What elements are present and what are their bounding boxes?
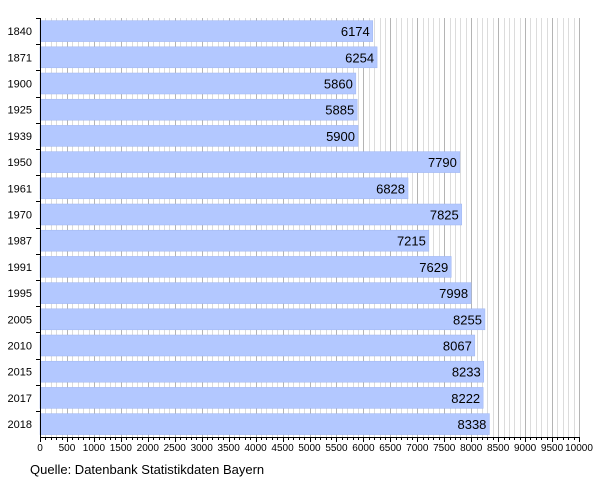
bar-1970 [39, 203, 463, 226]
data-label-1950: 7790 [428, 155, 457, 170]
data-labels: 6174 6254 5860 5885 5900 7790 6828 7825 7215 7629… [324, 24, 486, 432]
x-tick-label: 10000 [565, 443, 593, 454]
bars [39, 20, 490, 435]
x-tick-label: 4500 [271, 443, 294, 454]
bar-2017 [39, 387, 484, 409]
category-label-1987: 1987 [8, 236, 32, 248]
x-tick-label: 1500 [110, 443, 133, 454]
data-label-1925: 5885 [325, 103, 354, 118]
x-tick-label: 6500 [379, 443, 402, 454]
category-label-1939: 1939 [8, 131, 32, 143]
x-tick-label: 500 [59, 443, 76, 454]
data-label-1871: 6254 [345, 50, 374, 65]
data-label-1995: 7998 [439, 286, 468, 301]
x-tick-label: 6000 [352, 443, 375, 454]
category-label-2015: 2015 [8, 367, 32, 379]
category-label-1970: 1970 [8, 210, 32, 222]
data-label-2017: 8222 [451, 391, 480, 406]
category-label-1961: 1961 [8, 183, 32, 195]
x-tick-label: 0 [37, 443, 43, 454]
data-label-2018: 8338 [457, 417, 486, 432]
data-label-1987: 7215 [397, 234, 426, 249]
x-tick-label: 7000 [406, 443, 429, 454]
bar-1991 [39, 256, 452, 278]
bar-1961 [39, 177, 409, 200]
x-tick-label: 2000 [137, 443, 160, 454]
axes [36, 18, 580, 442]
x-tick-label: 3000 [191, 443, 214, 454]
bar-2005 [39, 308, 486, 331]
bar-2010 [39, 334, 476, 357]
data-label-1991: 7629 [419, 260, 448, 275]
tick-labels: 0 500 1000 1500 2000 2500 3000 3500 4000 4500 5000… [37, 443, 593, 454]
category-label-1995: 1995 [8, 288, 32, 300]
bar-1900 [39, 72, 357, 95]
x-tick-label: 4000 [244, 443, 267, 454]
bar-1987 [39, 229, 430, 252]
bar-1939 [39, 125, 359, 147]
bar-1950 [39, 151, 461, 173]
data-label-1970: 7825 [430, 208, 459, 223]
bar-1871 [39, 46, 378, 69]
data-label-2015: 8233 [452, 365, 481, 380]
x-tick-label: 9000 [514, 443, 537, 454]
category-label-2018: 2018 [8, 419, 32, 431]
category-label-1991: 1991 [8, 262, 32, 274]
x-tick-label: 9500 [541, 443, 564, 454]
category-label-1950: 1950 [8, 157, 32, 169]
x-tick-label: 7500 [433, 443, 456, 454]
bar-1925 [39, 98, 358, 121]
x-tick-label: 5000 [298, 443, 321, 454]
category-labels: 1840 1871 1900 1925 1939 1950 1961 1970 1987 1991… [8, 26, 32, 431]
x-tick-label: 2500 [164, 443, 187, 454]
data-label-1939: 5900 [326, 129, 355, 144]
bar-2015 [39, 360, 485, 383]
x-tick-label: 8500 [487, 443, 510, 454]
category-label-2010: 2010 [8, 341, 32, 353]
bar-1995 [39, 282, 472, 304]
category-label-1900: 1900 [8, 79, 32, 91]
source-note: Quelle: Datenbank Statistikdaten Bayern [30, 462, 265, 477]
x-tick-label: 5500 [325, 443, 348, 454]
data-label-2010: 8067 [443, 339, 472, 354]
data-label-1961: 6828 [376, 181, 405, 196]
category-label-1840: 1840 [8, 26, 32, 38]
category-label-2017: 2017 [8, 393, 32, 405]
x-tick-label: 8000 [460, 443, 483, 454]
data-label-1840: 6174 [341, 24, 370, 39]
data-label-2005: 8255 [453, 312, 482, 327]
category-label-1871: 1871 [8, 52, 32, 64]
data-label-1900: 5860 [324, 77, 353, 92]
x-tick-label: 1000 [83, 443, 106, 454]
category-label-1925: 1925 [8, 105, 32, 117]
x-tick-label: 3500 [218, 443, 241, 454]
bar-1840 [39, 20, 374, 42]
category-label-2005: 2005 [8, 314, 32, 326]
bar-2018 [39, 413, 490, 435]
